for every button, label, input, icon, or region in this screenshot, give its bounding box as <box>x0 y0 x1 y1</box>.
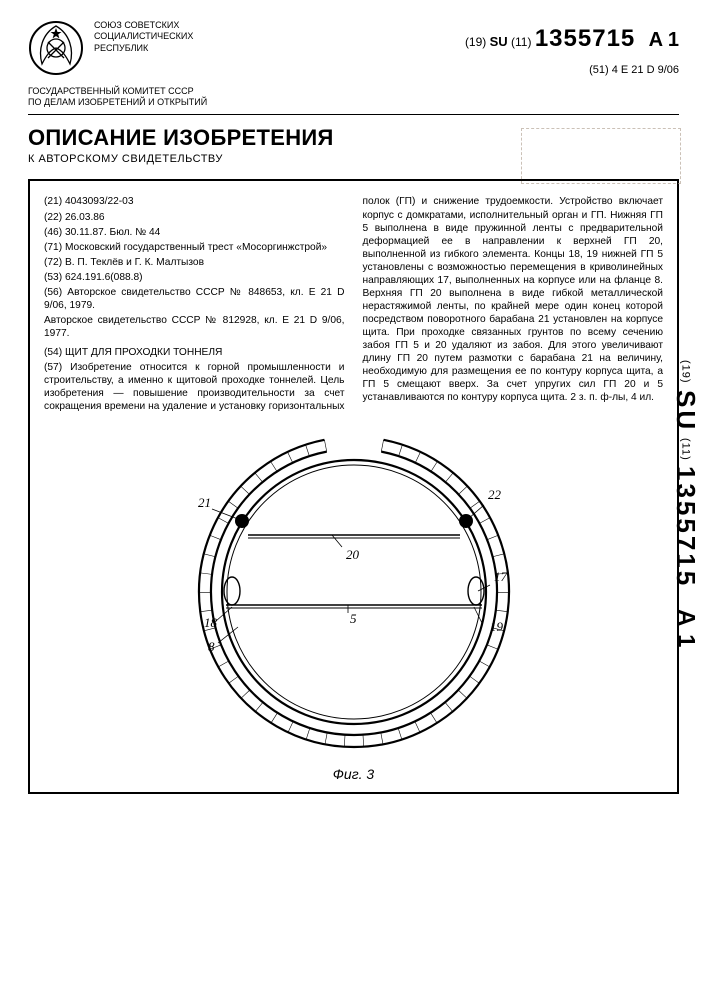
biblio-line: (72) В. П. Теклёв и Г. К. Малтызов <box>44 256 345 269</box>
doc-number: 1355715 <box>535 25 635 52</box>
body-frame: (21) 4043093/22-03 (22) 26.03.86 (46) 30… <box>28 179 679 794</box>
side-doc-label: (19) SU (11) 1355715 A 1 <box>670 360 701 960</box>
classification-prefix: (51) 4 <box>589 64 618 76</box>
side-prefix: (19) <box>680 360 692 384</box>
divider <box>28 114 679 115</box>
invention-title: (54) ЩИТ ДЛЯ ПРОХОДКИ ТОННЕЛЯ <box>44 346 345 359</box>
code-sub: (11) <box>511 35 531 49</box>
svg-text:19: 19 <box>490 619 504 634</box>
figure-caption: Фиг. 3 <box>44 766 663 782</box>
document-number-block: (19) SU (11) 1355715 A 1 (51) 4 E 21 D 9… <box>465 20 679 80</box>
svg-text:5: 5 <box>350 611 357 626</box>
ussr-emblem <box>28 20 84 76</box>
side-number: 1355715 <box>670 466 701 588</box>
svg-text:18: 18 <box>204 615 218 630</box>
svg-text:8: 8 <box>208 639 215 654</box>
side-cc: SU <box>670 390 701 432</box>
union-text: СОЮЗ СОВЕТСКИХ СОЦИАЛИСТИЧЕСКИХ РЕСПУБЛИ… <box>94 20 455 54</box>
committee-text: ГОСУДАРСТВЕННЫЙ КОМИТЕТ СССР ПО ДЕЛАМ ИЗ… <box>28 86 248 109</box>
biblio-line: (21) 4043093/22-03 <box>44 195 345 208</box>
side-kind: A 1 <box>672 609 700 648</box>
biblio-line: (56) Авторское свидетельство СССР № 8486… <box>44 286 345 312</box>
biblio-line: (22) 26.03.86 <box>44 211 345 224</box>
svg-text:20: 20 <box>346 547 360 562</box>
library-stamp <box>521 128 681 184</box>
biblio-line: (46) 30.11.87. Бюл. № 44 <box>44 226 345 239</box>
code-prefix: (19) <box>465 35 486 49</box>
figure-svg: 21 20 22 17 19 5 18 8 <box>184 427 524 757</box>
svg-text:17: 17 <box>494 569 508 584</box>
biblio-line: (53) 624.191.6(088.8) <box>44 271 345 284</box>
side-sub: (11) <box>680 438 692 461</box>
classification: E 21 D 9/06 <box>621 64 679 76</box>
country-code: SU <box>490 34 508 49</box>
biblio-line: (71) Московский государственный трест «М… <box>44 241 345 254</box>
abstract-columns: (21) 4043093/22-03 (22) 26.03.86 (46) 30… <box>44 195 663 413</box>
biblio-line: Авторское свидетельство СССР № 812928, к… <box>44 314 345 340</box>
figure-3: 21 20 22 17 19 5 18 8 Фиг. 3 <box>44 427 663 782</box>
svg-text:22: 22 <box>488 487 502 502</box>
kind-code: A 1 <box>649 29 679 51</box>
svg-text:21: 21 <box>198 495 211 510</box>
